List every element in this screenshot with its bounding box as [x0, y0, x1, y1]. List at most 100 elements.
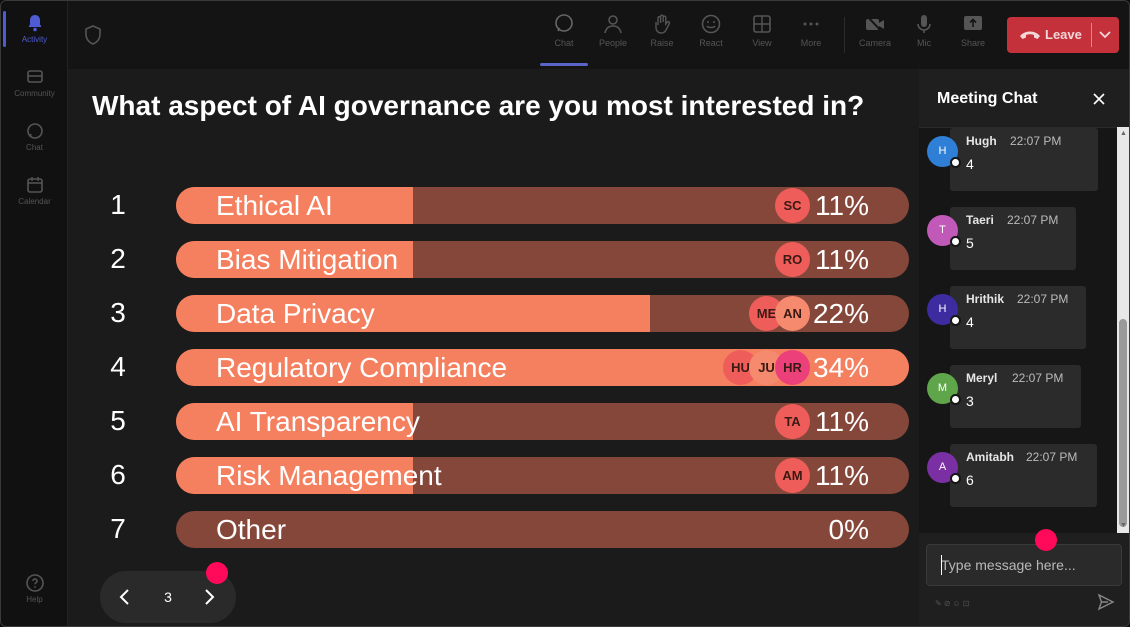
- meeting-chat-panel: Meeting Chat Hugh 22:07 PM 4 H Taeri 22:07 PM…: [919, 69, 1129, 626]
- chat-avatar-initial: A: [938, 461, 947, 473]
- chat-avatar: A: [927, 452, 961, 484]
- left-rail: Activity Community Chat Calendar Help: [1, 1, 68, 626]
- toolbar-chat-button[interactable]: Chat: [540, 13, 588, 66]
- chat-avatar: H: [927, 294, 961, 326]
- chat-message[interactable]: Taeri 22:07 PM 5: [950, 207, 1076, 270]
- scroll-up-arrow-icon[interactable]: ▲: [1120, 130, 1127, 137]
- poll-option-fill: [176, 241, 414, 278]
- microphone-icon: [917, 15, 931, 33]
- poll-option-percent: 22%: [812, 298, 869, 329]
- toolbar-camera-button[interactable]: Camera: [855, 13, 895, 48]
- toolbar-raise-label: Raise: [650, 38, 674, 48]
- poll-option-fill: [176, 187, 414, 224]
- poll-option-percent: 11%: [815, 190, 869, 221]
- rail-active-indicator: [3, 11, 6, 47]
- chat-timestamp: 22:07 PM: [1026, 450, 1078, 464]
- chat-author: Hugh: [966, 134, 997, 148]
- option-number: 3: [110, 297, 126, 328]
- chat-author: Amitabh: [966, 450, 1014, 464]
- poll-option-label: Other: [216, 514, 287, 545]
- cursor-indicator-dot: [206, 562, 228, 584]
- hang-up-icon: [1020, 31, 1040, 39]
- toolbar-react-button[interactable]: React: [691, 13, 731, 48]
- voter-avatar: AN: [775, 296, 810, 331]
- poll-option-label: Data Privacy: [216, 298, 375, 329]
- poll-option-percent: 11%: [815, 460, 869, 491]
- smiley-icon: [701, 14, 721, 34]
- chat-icon: [26, 123, 43, 139]
- hand-icon: [655, 14, 671, 34]
- close-icon[interactable]: [1091, 91, 1107, 107]
- rail-item-community[interactable]: Community: [1, 67, 68, 98]
- active-tab-indicator: [540, 63, 588, 66]
- chat-avatar-initial: H: [938, 145, 947, 157]
- format-toolbar[interactable]: ✎⊘☺⊡: [935, 599, 971, 608]
- rail-item-label: Chat: [26, 143, 43, 152]
- poll-option-bar[interactable]: Risk Management AM 11%: [176, 457, 909, 494]
- poll-results: What aspect of AI governance are you mos…: [68, 69, 919, 626]
- toolbar-mic-label: Mic: [917, 38, 931, 48]
- poll-option-percent: 0%: [828, 514, 869, 545]
- meeting-toolbar: Chat People Raise React View More Camera: [68, 1, 1129, 69]
- chat-message-list[interactable]: Hugh 22:07 PM 4 H Taeri 22:07 PM 5 T Hrithik 22:0…: [919, 127, 1119, 533]
- chat-avatar-initial: T: [939, 224, 946, 236]
- chat-title: Meeting Chat: [937, 90, 1038, 107]
- option-number: 6: [110, 459, 126, 490]
- emoji-icon[interactable]: ☺: [952, 599, 963, 608]
- chat-author: Taeri: [966, 213, 994, 227]
- toolbar-mic-button[interactable]: Mic: [904, 13, 944, 48]
- poll-option-fill: [176, 403, 414, 440]
- attach-icon[interactable]: ⊘: [943, 599, 953, 608]
- rail-item-calendar[interactable]: Calendar: [1, 175, 68, 206]
- toolbar-more-button[interactable]: More: [791, 13, 831, 48]
- poll-option-bar[interactable]: Other 0%: [176, 511, 909, 548]
- leave-label: Leave: [1045, 27, 1082, 42]
- toolbar-raise-button[interactable]: Raise: [642, 13, 682, 48]
- chat-scrollbar-thumb[interactable]: [1119, 319, 1127, 527]
- send-icon[interactable]: [1097, 593, 1115, 611]
- chat-text: 3: [966, 393, 974, 409]
- voter-avatar: TA: [775, 404, 810, 439]
- poll-option-bar[interactable]: Regulatory Compliance HU JU HR 34%: [176, 349, 909, 386]
- gif-icon[interactable]: ⊡: [962, 599, 972, 608]
- toolbar-share-button[interactable]: Share: [953, 13, 993, 48]
- poll-option-bar[interactable]: AI Transparency TA 11%: [176, 403, 909, 440]
- poll-option-bar[interactable]: Data Privacy ME AN 22%: [176, 295, 909, 332]
- toolbar-more-label: More: [800, 38, 822, 48]
- format-icon[interactable]: ✎: [935, 599, 944, 608]
- rail-item-label: Activity: [21, 35, 48, 44]
- poll-option-label: AI Transparency: [216, 406, 420, 437]
- chat-message[interactable]: Meryl 22:07 PM 3: [950, 365, 1081, 428]
- scroll-down-arrow-icon[interactable]: ▼: [1120, 522, 1127, 529]
- poll-option-label: Bias Mitigation: [216, 244, 399, 275]
- chat-message[interactable]: Hugh 22:07 PM 4: [950, 128, 1098, 191]
- option-number: 1: [110, 189, 126, 220]
- presence-status-icon: [950, 394, 961, 405]
- poll-option-bar[interactable]: Bias Mitigation RO 11%: [176, 241, 909, 278]
- rail-item-label: Community: [14, 89, 55, 98]
- rail-item-help[interactable]: Help: [1, 573, 68, 604]
- poll-option-bar[interactable]: Ethical AI SC 11%: [176, 187, 909, 224]
- chat-message-input[interactable]: [926, 544, 1122, 586]
- toolbar-people-button[interactable]: People: [593, 13, 633, 48]
- chevron-left-icon[interactable]: [116, 587, 134, 607]
- chat-message[interactable]: Amitabh 22:07 PM 6: [950, 444, 1097, 507]
- toolbar-camera-label: Camera: [858, 38, 891, 48]
- toolbar-view-button[interactable]: View: [742, 13, 782, 48]
- chevron-down-icon[interactable]: [1098, 29, 1112, 41]
- chevron-right-icon[interactable]: [200, 587, 218, 607]
- share-screen-icon: [964, 16, 982, 30]
- chat-timestamp: 22:07 PM: [1017, 292, 1069, 306]
- rail-item-chat[interactable]: Chat: [1, 121, 68, 152]
- rail-item-activity[interactable]: Activity: [1, 13, 68, 44]
- voter-avatar: SC: [775, 188, 810, 223]
- leave-button[interactable]: Leave: [1007, 17, 1119, 53]
- voter-avatar: HR: [775, 350, 810, 385]
- poll-option-label: Regulatory Compliance: [216, 352, 508, 383]
- camera-off-icon: [866, 15, 884, 34]
- cursor-indicator-dot: [1035, 529, 1057, 551]
- chat-author: Hrithik: [966, 292, 1005, 306]
- chat-message[interactable]: Hrithik 22:07 PM 4: [950, 286, 1086, 349]
- rail-item-label: Help: [26, 595, 43, 604]
- toolbar-chat-label: Chat: [554, 38, 574, 48]
